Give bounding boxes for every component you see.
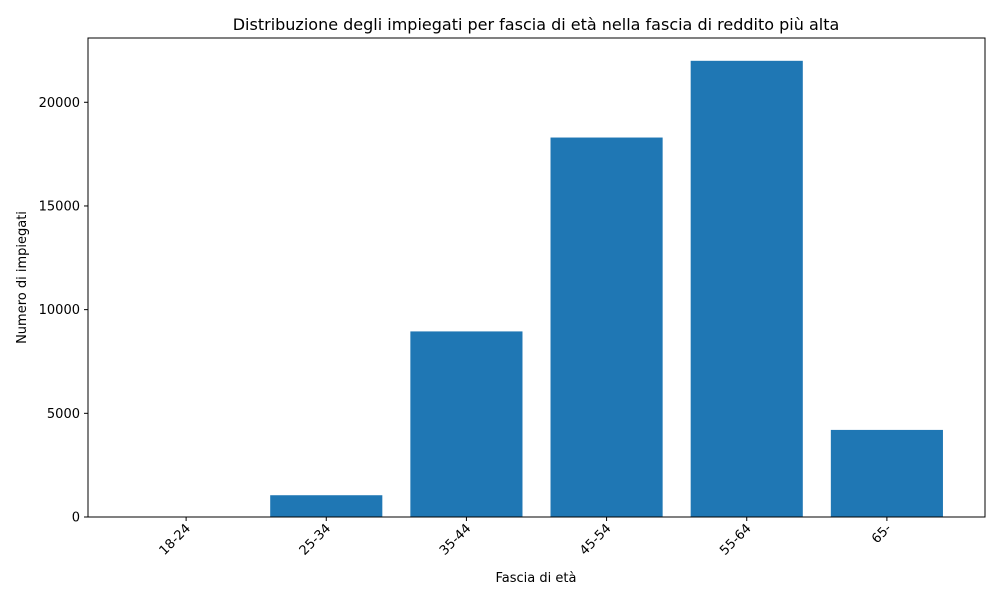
y-axis: 0 5000 10000 15000 20000: [39, 96, 88, 526]
y-tick-label: 20000: [39, 96, 80, 111]
bars-layer: [270, 60, 943, 518]
bar-35-44: [410, 331, 523, 517]
x-axis: 18-24 25-34 35-44 45-54 55-64 65-: [157, 517, 895, 559]
bar-25-34: [270, 495, 383, 517]
x-tick-label: 55-64: [717, 521, 754, 558]
bar-45-54: [550, 137, 663, 517]
bar-55-64: [690, 60, 803, 518]
x-tick-label: 25-34: [297, 521, 334, 558]
x-tick-label: 65-: [869, 521, 895, 547]
x-tick-label: 35-44: [437, 521, 474, 558]
x-tick-label: 18-24: [157, 521, 194, 558]
x-axis-label: Fascia di età: [496, 571, 577, 586]
y-tick-label: 10000: [39, 303, 80, 318]
plot-frame: [87, 37, 986, 518]
y-tick-label: 0: [72, 511, 80, 526]
y-tick-label: 5000: [47, 407, 80, 422]
chart-title: Distribuzione degli impiegati per fascia…: [233, 15, 840, 34]
x-tick-label: 45-54: [577, 521, 614, 558]
bar-65-: [830, 429, 943, 517]
y-axis-label: Numero di impiegati: [15, 211, 30, 344]
y-tick-label: 15000: [39, 199, 80, 214]
